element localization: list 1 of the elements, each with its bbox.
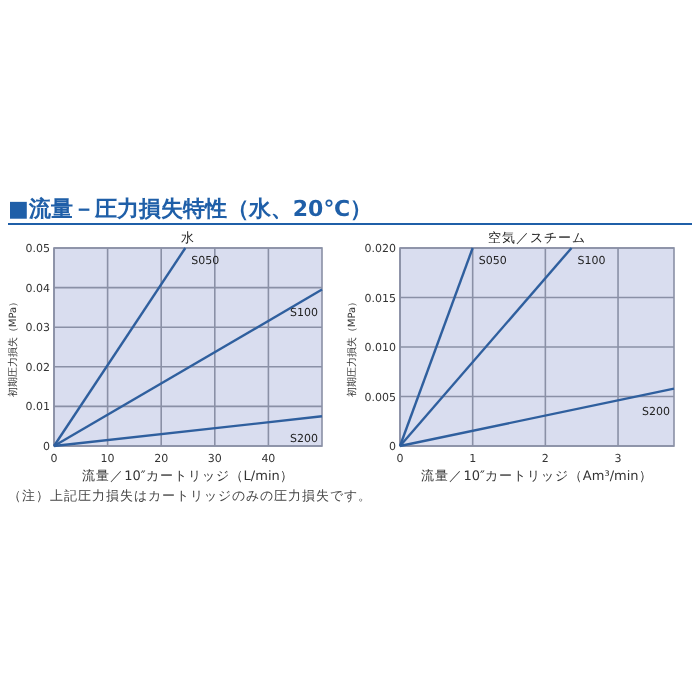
text: ■流量－圧力損失特性（水、20℃） — [8, 196, 373, 222]
